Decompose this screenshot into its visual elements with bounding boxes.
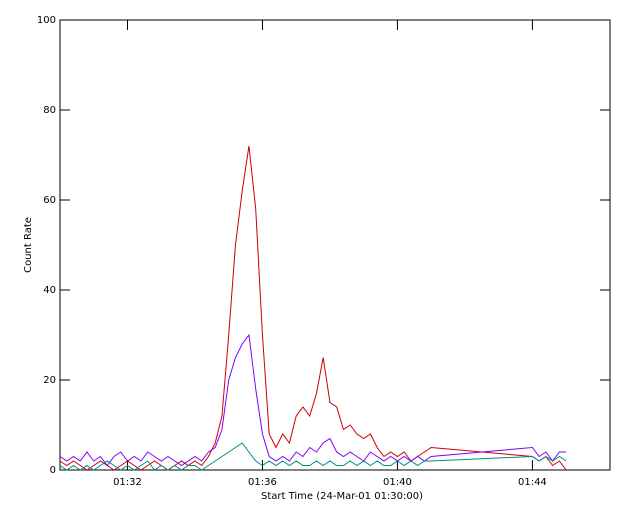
x-tick-label: 01:40 <box>383 477 412 488</box>
x-tick-label: 01:32 <box>113 477 142 488</box>
y-axis-label: Count Rate <box>23 217 34 273</box>
x-tick-label: 01:36 <box>248 477 277 488</box>
y-tick-label: 40 <box>43 285 56 296</box>
y-tick-label: 60 <box>43 195 56 206</box>
plot-frame <box>59 19 611 471</box>
x-tick-label: 01:44 <box>518 477 547 488</box>
y-tick-label: 20 <box>43 375 56 386</box>
x-axis-label: Start Time (24-Mar-01 01:30:00) <box>261 491 423 502</box>
y-tick-label: 0 <box>50 465 56 476</box>
y-tick-label: 80 <box>43 105 56 116</box>
series-line <box>59 145 567 471</box>
series-line <box>59 333 567 467</box>
y-tick-label: 100 <box>37 15 56 26</box>
series-line <box>59 442 567 471</box>
